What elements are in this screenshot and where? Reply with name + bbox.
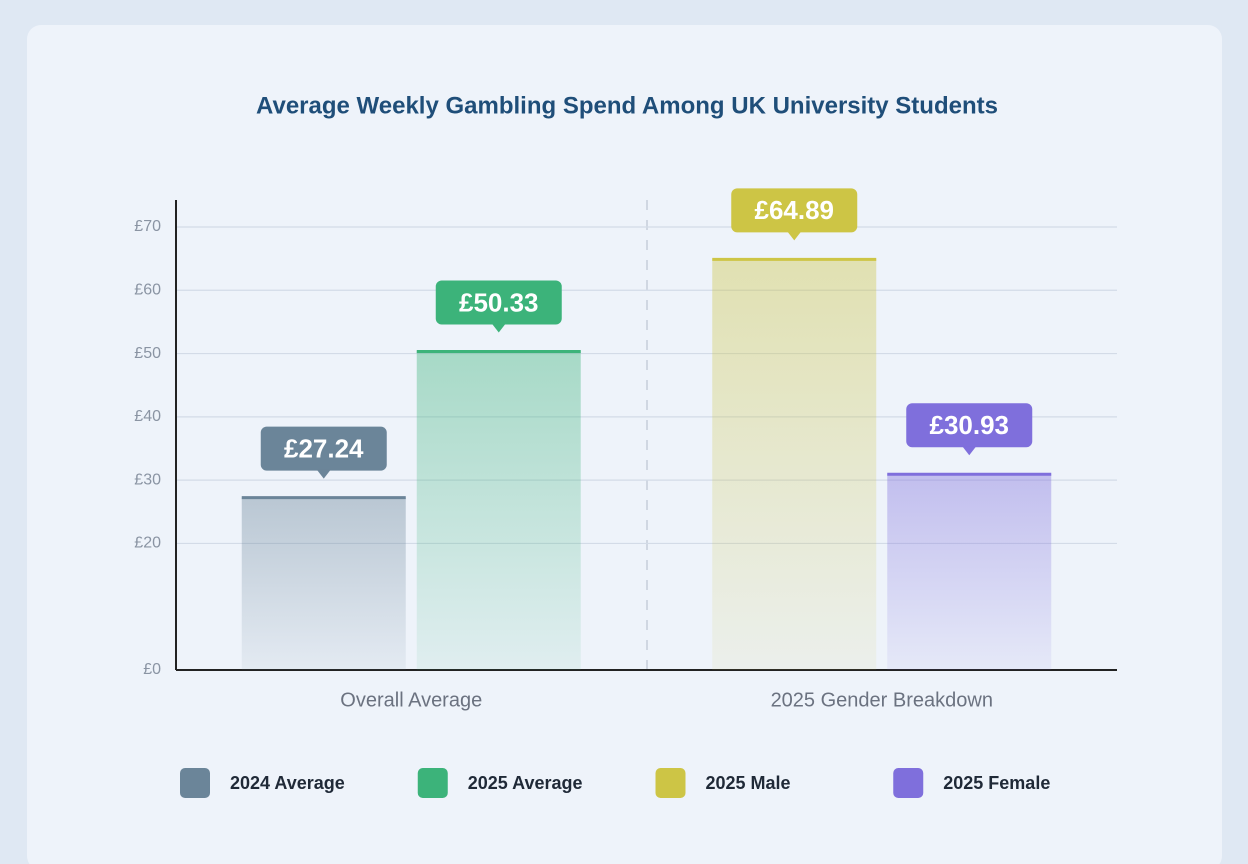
- value-label: £50.33: [459, 287, 539, 317]
- y-tick-label: £20: [134, 535, 161, 552]
- y-tick-label: £60: [134, 282, 161, 299]
- value-label-pointer: [962, 446, 977, 456]
- legend-label: 2024 Average: [230, 773, 345, 793]
- legend-swatch: [655, 768, 686, 798]
- value-label: £64.89: [754, 195, 834, 225]
- value-label-box: [906, 403, 1033, 448]
- value-label-pointer: [787, 231, 802, 241]
- value-label-box: [435, 280, 562, 325]
- x-tick-label: Overall Average: [340, 689, 482, 711]
- bar: [241, 497, 406, 670]
- bar: [416, 351, 581, 670]
- card: [27, 25, 1222, 864]
- value-label: £30.93: [929, 410, 1009, 440]
- y-tick-label: £0: [143, 661, 161, 678]
- value-label-pointer: [491, 323, 506, 333]
- legend-swatch: [893, 768, 924, 798]
- x-tick-label: 2025 Gender Breakdown: [771, 689, 993, 711]
- value-label-pointer: [316, 469, 331, 479]
- y-tick-label: £30: [134, 471, 161, 488]
- legend-swatch: [180, 768, 210, 798]
- y-tick-label: £70: [134, 218, 161, 235]
- legend-label: 2025 Average: [468, 773, 583, 793]
- y-tick-label: £50: [134, 345, 161, 362]
- y-tick-label: £40: [134, 408, 161, 425]
- bar: [887, 474, 1052, 670]
- bar: [712, 259, 877, 670]
- legend-swatch: [417, 768, 448, 798]
- legend-label: 2025 Female: [943, 773, 1050, 793]
- legend-label: 2025 Male: [706, 773, 791, 793]
- value-label-box: [260, 426, 387, 471]
- value-label: £27.24: [284, 433, 364, 463]
- value-label-box: [731, 188, 858, 233]
- chart-title: Average Weekly Gambling Spend Among UK U…: [256, 92, 998, 119]
